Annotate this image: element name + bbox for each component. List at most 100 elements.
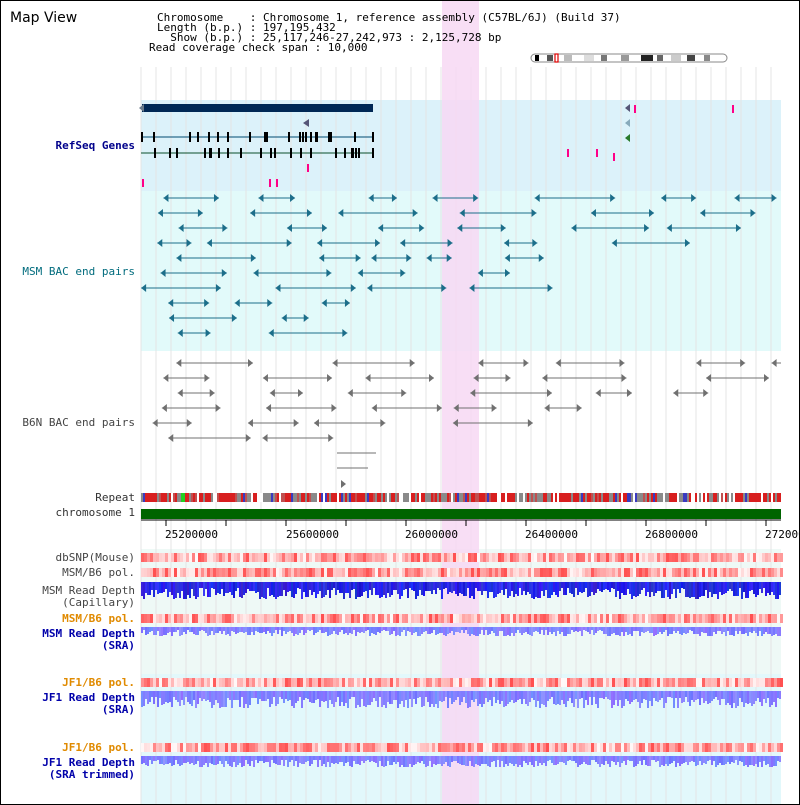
track-label-msm-depth-sra[interactable]: MSM Read Depth (42, 627, 135, 640)
jf1-depth-bar (253, 691, 255, 698)
repeat-element (563, 493, 565, 502)
jf1-depth-bar (147, 691, 149, 704)
jf1-depth-bar (385, 691, 387, 708)
jf1-b6-pol-cell (741, 678, 744, 687)
jf1-depth-bar (207, 691, 209, 700)
dbsnp-cell (732, 553, 735, 562)
repeat-element (209, 493, 211, 502)
repeat-element (639, 493, 641, 502)
msm-b6-pol-cell (219, 568, 222, 577)
chromosome-ideogram[interactable] (529, 51, 731, 65)
dbsnp-cell (447, 553, 450, 562)
track-label-jf1-b6-pol-trimmed[interactable]: JF1/B6 pol. (62, 741, 135, 754)
track-label-b6n-bac[interactable]: B6N BAC end pairs (22, 416, 135, 429)
jf1-b6-pol-cell (327, 678, 330, 687)
track-label-msm-depth-capillary[interactable]: MSM Read Depth (42, 584, 135, 597)
track-label-dbsnp[interactable]: dbSNP(Mouse) (55, 551, 135, 564)
repeat-element (305, 493, 307, 502)
jf1-b6-pol-cell (330, 678, 333, 687)
jf1-b6-pol-cell (189, 678, 192, 687)
repeat-element (675, 493, 677, 502)
msm-b6-pol-cell (294, 568, 297, 577)
jf1-depth-trimmed-bar (451, 756, 453, 762)
repeat-element (359, 493, 361, 502)
track-label-jf1-depth-trimmed[interactable]: JF1 Read Depth (42, 756, 135, 769)
dbsnp-cell (408, 553, 411, 562)
msm-b6-pol-cell (318, 568, 321, 577)
msm-depth-sra-bar (541, 627, 543, 630)
msm-depth-sra-bar (439, 627, 441, 633)
msm-b6-pol-cell (624, 568, 627, 577)
msm-depth-sra-bar (693, 627, 695, 634)
msm-b6-pol-cell (447, 568, 450, 577)
msm-depth-sra-bar (227, 627, 229, 634)
msm-depth-sra-bar (267, 627, 269, 631)
jf1-depth-bar (485, 691, 487, 698)
repeat-element (697, 493, 699, 502)
jf1-b6-pol-cell (309, 678, 312, 687)
dbsnp-cell (492, 553, 495, 562)
jf1-b6-pol-cell (339, 678, 342, 687)
msm-depth-sra-bar (301, 627, 303, 630)
track-label-msm-bac[interactable]: MSM BAC end pairs (22, 265, 135, 278)
jf1-depth-bar (771, 691, 773, 705)
jf1-b6-pol-trimmed-cell (342, 743, 345, 752)
track-label-jf1-b6-pol[interactable]: JF1/B6 pol. (62, 676, 135, 689)
msm-b6-pol-cell (756, 568, 759, 577)
jf1-depth-trimmed-bar (769, 756, 771, 767)
msm-depth-sra-bar (655, 627, 657, 635)
jf1-depth-trimmed-bar (241, 756, 243, 767)
msm-depth-capillary-bar (517, 582, 519, 596)
jf1-b6-pol-cell (231, 678, 234, 687)
repeat-element (447, 493, 449, 502)
track-label-msm-b6-pol-capillary[interactable]: MSM/B6 pol. (62, 566, 135, 579)
repeat-element (569, 493, 571, 502)
msm-b6-pol-cell (576, 568, 579, 577)
jf1-b6-pol-cell (369, 678, 372, 687)
jf1-b6-pol-cell (621, 678, 624, 687)
msm-depth-capillary-bar (255, 582, 257, 593)
track-label-msm-b6-pol-sra[interactable]: MSM/B6 pol. (62, 612, 135, 625)
repeat-element (607, 493, 609, 502)
repeat-element (489, 493, 491, 502)
b6n-bac-pair-end (542, 374, 548, 382)
dbsnp-cell (330, 553, 333, 562)
msm-depth-capillary-bar (511, 582, 513, 591)
msm-b6-pol-cell (642, 568, 645, 577)
msm-depth-sra-bar (737, 627, 739, 634)
msm-b6-pol-cell (708, 568, 711, 577)
repeat-element (527, 493, 529, 502)
jf1-depth-trimmed-bar (441, 756, 443, 766)
jf1-depth-bar (287, 691, 289, 701)
jf1-b6-pol-cell (222, 678, 225, 687)
jf1-b6-pol-trimmed-cell (243, 743, 246, 752)
msm-depth-sra-bar (449, 627, 451, 633)
jf1-depth-trimmed-bar (487, 756, 489, 766)
msm-bac-pair-end (306, 209, 312, 217)
jf1-depth-trimmed-bar (751, 756, 753, 765)
track-label-refseq-genes[interactable]: RefSeq Genes (55, 139, 135, 152)
jf1-b6-pol-cell (627, 678, 630, 687)
axis-tick-label: 26400000 (525, 528, 578, 541)
jf1-depth-trimmed-bar (439, 756, 441, 764)
msm-depth-capillary-bar (713, 582, 715, 594)
jf1-depth-bar (651, 691, 653, 706)
msm-depth-sra-bar (317, 627, 319, 632)
b6n-bac-pair-end (332, 359, 338, 367)
msm-b6-pol-sra-cell (645, 614, 648, 623)
msm-b6-pol-sra-cell (663, 614, 666, 623)
repeat-element (267, 493, 269, 502)
track-label-repeat[interactable]: Repeat (95, 491, 135, 504)
msm-depth-capillary-bar (379, 582, 381, 598)
msm-depth-capillary-bar (703, 582, 705, 596)
msm-depth-capillary-bar (509, 582, 511, 596)
repeat-element (159, 493, 161, 502)
track-label-jf1-depth[interactable]: JF1 Read Depth (42, 691, 135, 704)
jf1-b6-pol-trimmed-cell (639, 743, 642, 752)
jf1-depth-bar (701, 691, 703, 698)
msm-depth-capillary-bar (777, 582, 779, 599)
msm-b6-pol-sra-cell (159, 614, 162, 623)
repeat-element (471, 493, 473, 502)
jf1-depth-trimmed-bar (513, 756, 515, 766)
jf1-b6-pol-cell (447, 678, 450, 687)
